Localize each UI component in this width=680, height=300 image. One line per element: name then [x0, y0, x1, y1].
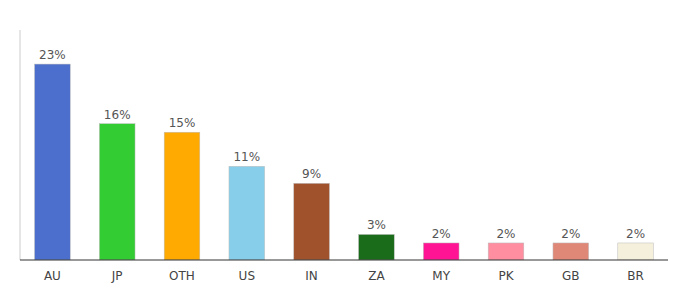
bar: [618, 243, 654, 260]
bar: [294, 183, 330, 260]
x-tick-label: IN: [305, 269, 318, 283]
data-label: 2%: [626, 227, 645, 241]
data-label: 3%: [367, 218, 386, 232]
bar: [229, 166, 265, 260]
bar: [99, 124, 135, 260]
bar: [553, 243, 589, 260]
data-label: 2%: [432, 227, 451, 241]
bar: [359, 234, 395, 260]
data-labels: 23% 16% 15% 11% 9% 3% 2% 2% 2% 2%: [39, 48, 645, 241]
data-label: 15%: [169, 116, 196, 130]
bar: [488, 243, 524, 260]
x-tick-label: PK: [498, 269, 514, 283]
x-tick-labels: AU JP OTH US IN ZA MY PK GB BR: [44, 269, 644, 283]
bar: [164, 132, 200, 260]
x-axis-line: [20, 260, 668, 261]
bar: [35, 64, 71, 260]
x-tick-label: JP: [111, 269, 123, 283]
chart-container: 23% 16% 15% 11% 9% 3% 2% 2% 2% 2% AU JP OTH US IN ZA MY P…: [0, 0, 680, 300]
data-label: 11%: [233, 150, 260, 164]
x-tick-label: ZA: [368, 269, 385, 283]
bars: [35, 64, 654, 260]
data-label: 2%: [496, 227, 515, 241]
x-tick-label: AU: [44, 269, 61, 283]
x-tick-label: BR: [627, 269, 644, 283]
data-label: 23%: [39, 48, 66, 62]
x-tick-label: US: [239, 269, 255, 283]
data-label: 9%: [302, 167, 321, 181]
y-axis-line: [20, 30, 21, 260]
x-tick-label: GB: [562, 269, 580, 283]
bar: [423, 243, 459, 260]
data-label: 16%: [104, 108, 131, 122]
x-tick-label: OTH: [169, 269, 195, 283]
chart: 23% 16% 15% 11% 9% 3% 2% 2% 2% 2% AU JP OTH US IN ZA MY P…: [0, 0, 680, 300]
x-tick-label: MY: [432, 269, 450, 283]
data-label: 2%: [561, 227, 580, 241]
